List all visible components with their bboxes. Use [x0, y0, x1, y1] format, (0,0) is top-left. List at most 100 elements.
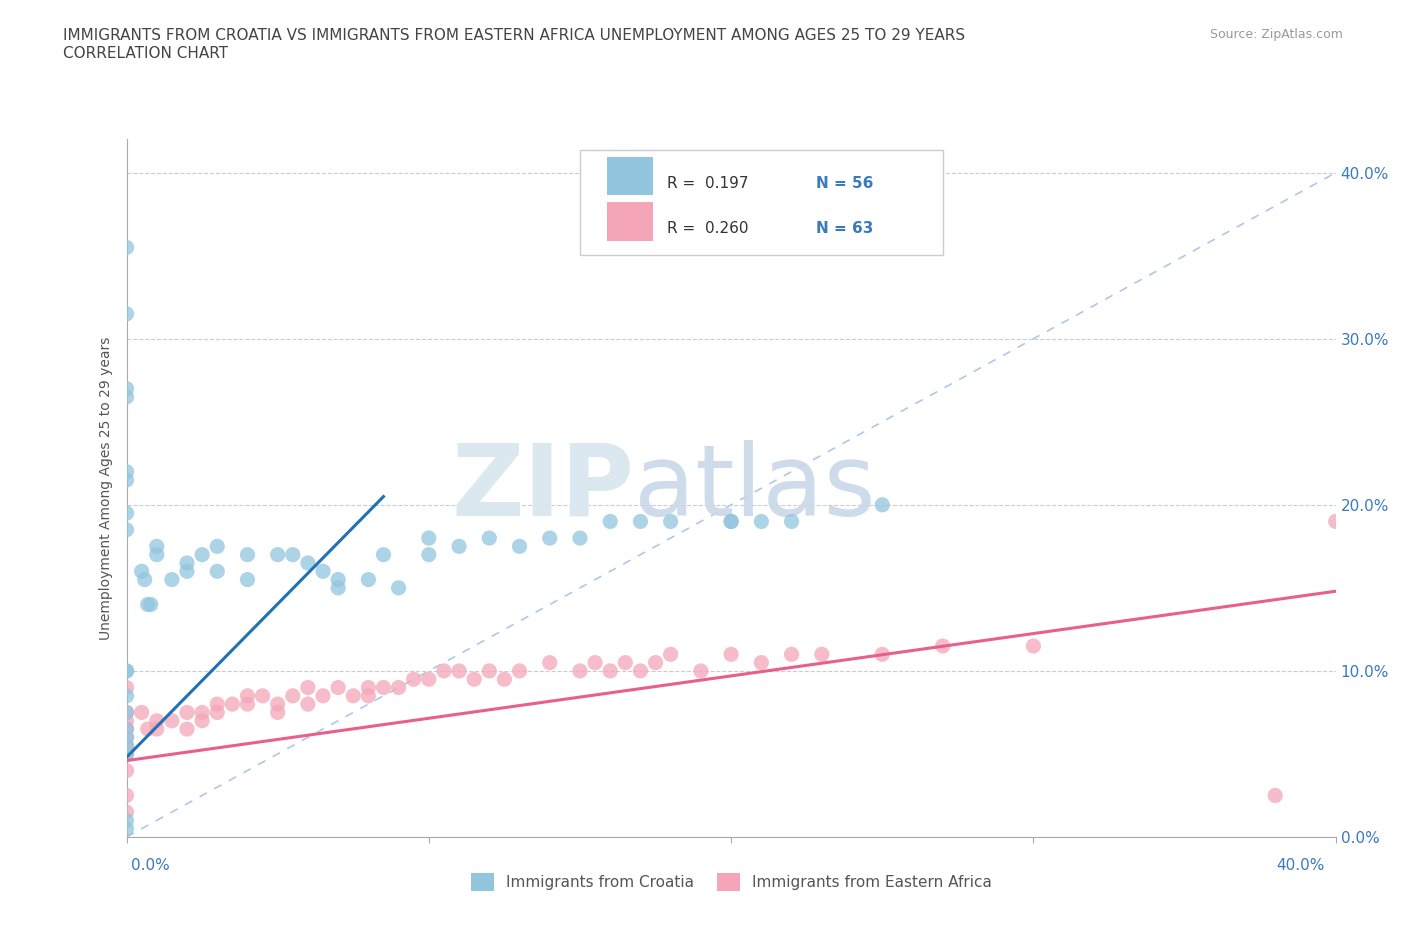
Point	[447, 539, 470, 554]
Point	[538, 531, 561, 546]
Text: Source: ZipAtlas.com: Source: ZipAtlas.com	[1209, 28, 1343, 41]
Point	[872, 647, 894, 662]
Point	[568, 663, 592, 678]
Point	[139, 597, 162, 612]
Point	[720, 514, 742, 529]
Point	[115, 804, 138, 819]
Point	[115, 738, 138, 753]
Point	[297, 697, 319, 711]
Point	[115, 680, 138, 695]
Point	[538, 656, 561, 671]
Point	[115, 523, 138, 538]
Point	[932, 639, 955, 654]
Point	[115, 381, 138, 396]
Point	[267, 697, 290, 711]
Text: N = 56: N = 56	[815, 176, 873, 191]
Point	[115, 722, 138, 737]
Point	[236, 572, 259, 587]
Point	[115, 764, 138, 778]
Text: IMMIGRANTS FROM CROATIA VS IMMIGRANTS FROM EASTERN AFRICA UNEMPLOYMENT AMONG AGE: IMMIGRANTS FROM CROATIA VS IMMIGRANTS FR…	[63, 28, 966, 43]
Point	[115, 506, 138, 521]
Point	[115, 730, 138, 745]
Text: ZIP: ZIP	[451, 440, 634, 537]
Point	[509, 663, 531, 678]
Point	[191, 705, 214, 720]
Point	[115, 472, 138, 487]
Bar	[606, 203, 652, 241]
Point	[136, 722, 159, 737]
Point	[160, 572, 183, 587]
Point	[478, 531, 501, 546]
Point	[115, 730, 138, 745]
Point	[297, 680, 319, 695]
Point	[176, 555, 198, 570]
Point	[630, 663, 652, 678]
Point	[326, 572, 350, 587]
Point	[614, 656, 637, 671]
Y-axis label: Unemployment Among Ages 25 to 29 years: Unemployment Among Ages 25 to 29 years	[100, 337, 114, 640]
Point	[252, 688, 274, 703]
Point	[146, 547, 169, 562]
Point	[689, 663, 711, 678]
Point	[326, 580, 350, 595]
Point	[599, 663, 621, 678]
Point	[418, 671, 440, 686]
Point	[115, 738, 138, 753]
Point	[146, 539, 169, 554]
Point	[236, 697, 259, 711]
Point	[267, 705, 290, 720]
Point	[115, 705, 138, 720]
Text: CORRELATION CHART: CORRELATION CHART	[63, 46, 228, 61]
Point	[205, 705, 228, 720]
Point	[357, 688, 380, 703]
Point	[236, 688, 259, 703]
Point	[388, 580, 411, 595]
Point	[115, 464, 138, 479]
Point	[644, 656, 666, 671]
Point	[221, 697, 243, 711]
Point	[373, 547, 395, 562]
Point	[312, 688, 335, 703]
Point	[267, 547, 290, 562]
Point	[402, 671, 425, 686]
Point	[326, 680, 350, 695]
Point	[136, 597, 159, 612]
Point	[176, 564, 198, 578]
Point	[115, 390, 138, 405]
Point	[599, 514, 621, 529]
Text: 40.0%: 40.0%	[1277, 857, 1324, 872]
Point	[205, 539, 228, 554]
Point	[115, 821, 138, 836]
Point	[388, 680, 411, 695]
Point	[160, 713, 183, 728]
Point	[568, 531, 592, 546]
Text: R =  0.197: R = 0.197	[666, 176, 748, 191]
Text: R =  0.260: R = 0.260	[666, 221, 748, 236]
Point	[131, 564, 153, 578]
Point	[447, 663, 470, 678]
Text: atlas: atlas	[634, 440, 876, 537]
Point	[373, 680, 395, 695]
Point	[191, 713, 214, 728]
FancyBboxPatch shape	[581, 150, 943, 255]
Point	[751, 514, 773, 529]
Point	[205, 697, 228, 711]
Point	[872, 498, 894, 512]
Legend: Immigrants from Croatia, Immigrants from Eastern Africa: Immigrants from Croatia, Immigrants from…	[463, 865, 1000, 899]
Point	[115, 747, 138, 762]
Point	[191, 547, 214, 562]
Point	[297, 555, 319, 570]
Point	[134, 572, 156, 587]
Point	[115, 663, 138, 678]
Point	[810, 647, 832, 662]
Point	[176, 705, 198, 720]
Point	[281, 688, 304, 703]
Point	[205, 564, 228, 578]
Point	[780, 514, 803, 529]
Point	[1264, 788, 1286, 803]
Point	[583, 656, 606, 671]
Point	[115, 705, 138, 720]
Point	[281, 547, 304, 562]
Point	[115, 713, 138, 728]
Point	[780, 647, 803, 662]
